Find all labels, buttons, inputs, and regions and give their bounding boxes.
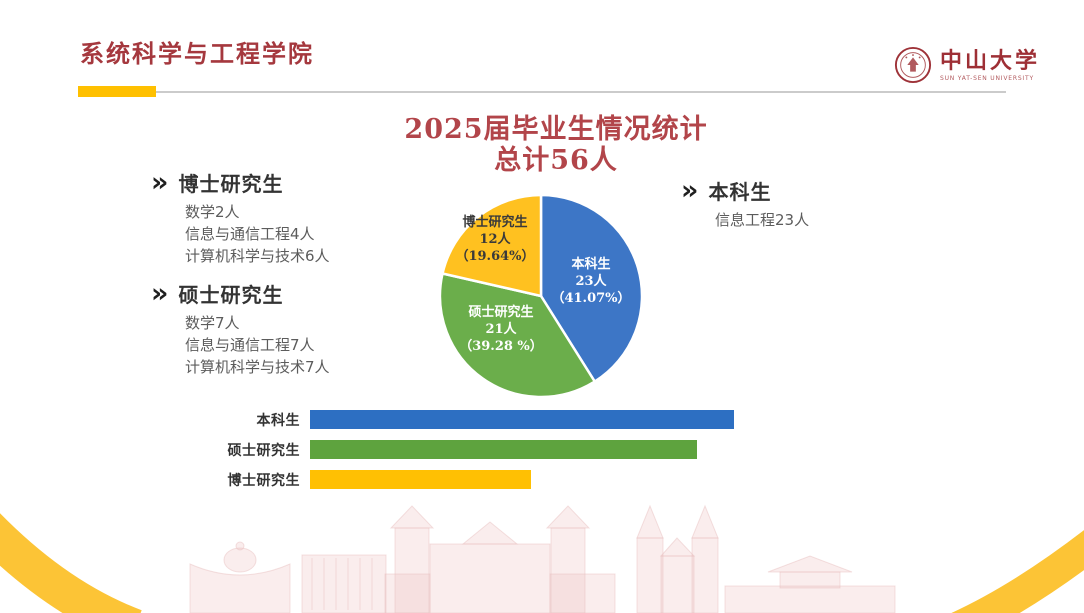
group-doctoral-title: 博士研究生 (178, 172, 284, 196)
accent-bar (78, 86, 156, 97)
university-seal-icon (894, 46, 932, 84)
bar-chart: 本科生 硕士研究生 博士研究生 (222, 410, 782, 500)
page-title: 系统科学与工程学院 (80, 39, 314, 68)
ribbon-bottom-left (0, 513, 142, 613)
building-dome-cap (235, 541, 245, 551)
bar-label-doctor: 博士研究生 (227, 472, 300, 489)
building-spire-right (691, 504, 719, 539)
building-wing-left (384, 573, 431, 613)
building-block-stripes (311, 558, 373, 610)
bar-label-master: 硕士研究生 (227, 442, 300, 459)
pie-slice-1 (438, 272, 596, 399)
group-doctoral: » 博士研究生 数学2人 信息与通信工程4人 计算机科学与技术6人 (151, 168, 330, 267)
building-pavilion-roof (767, 555, 853, 573)
building-spire-center-gable (659, 537, 696, 557)
pie-label-doctor: 博士研究生 12人 （19.64%） (455, 215, 535, 264)
building-pavilion (779, 571, 841, 589)
group-doctoral-item: 数学2人 (185, 203, 240, 221)
group-master: » 硕士研究生 数学7人 信息与通信工程7人 计算机科学与技术7人 (151, 279, 330, 378)
chevron-right-icon: » (681, 174, 699, 206)
ribbon-bottom-right (951, 530, 1084, 613)
building-tower-left (394, 527, 430, 613)
group-master-item: 信息与通信工程7人 (185, 336, 315, 354)
bar-master (310, 440, 698, 459)
group-master-item: 计算机科学与技术7人 (185, 358, 330, 376)
building-spire-left-body (636, 537, 664, 613)
chart-title: 2025届毕业生情况统计 总计56人 (0, 114, 1084, 176)
building-dome (223, 547, 257, 573)
chart-title-line1: 2025届毕业生情况统计 (404, 114, 708, 145)
logo-en-text: SUN YAT-SEN UNIVERSITY (940, 74, 1034, 82)
bar-row-master: 硕士研究生 (222, 440, 782, 459)
building-center-block (429, 543, 551, 613)
building-tower-right (550, 527, 586, 613)
building-spire-center (660, 555, 695, 613)
bar-bachelor (310, 410, 734, 429)
chart-title-line2: 总计56人 (494, 145, 618, 176)
group-bachelor: » 本科生 信息工程23人 (681, 176, 809, 231)
group-doctoral-item: 计算机科学与技术6人 (185, 247, 330, 265)
header-divider (78, 91, 1006, 93)
building-tower-right-roof (545, 505, 591, 529)
group-bachelor-title: 本科生 (708, 180, 772, 204)
building-long-base (724, 585, 896, 613)
chevron-right-icon: » (151, 166, 169, 198)
pie-chart-svg (438, 193, 644, 399)
bar-row-doctor: 博士研究生 (222, 470, 782, 489)
building-spire-left (636, 504, 664, 539)
bar-doctor (310, 470, 532, 489)
group-master-item: 数学7人 (185, 314, 240, 332)
group-master-title: 硕士研究生 (178, 283, 284, 307)
bar-label-bachelor: 本科生 (256, 412, 300, 429)
chevron-right-icon: » (151, 277, 169, 309)
logo-cn-text: 中山大学 (940, 47, 1041, 74)
building-tower-left-roof (389, 505, 435, 529)
pie-chart: 本科生 23人 （41.07%） 硕士研究生 21人 （39.28 %） 博士研… (437, 192, 645, 400)
building-center-gable (461, 521, 519, 545)
campus-skyline-watermark (189, 504, 896, 613)
university-logo: 中山大学 SUN YAT-SEN UNIVERSITY (894, 46, 1040, 84)
group-bachelor-item: 信息工程23人 (715, 211, 810, 229)
building-wing-right (549, 573, 616, 613)
pie-label-bachelor: 本科生 23人 （41.07%） (551, 257, 631, 306)
pie-label-master: 硕士研究生 21人 （39.28 %） (459, 305, 543, 354)
building-arc (189, 563, 291, 613)
building-block (301, 554, 387, 613)
bar-row-bachelor: 本科生 (222, 410, 782, 429)
group-doctoral-item: 信息与通信工程4人 (185, 225, 315, 243)
pie-slice-2 (441, 193, 543, 298)
building-spire-right-body (691, 537, 719, 613)
